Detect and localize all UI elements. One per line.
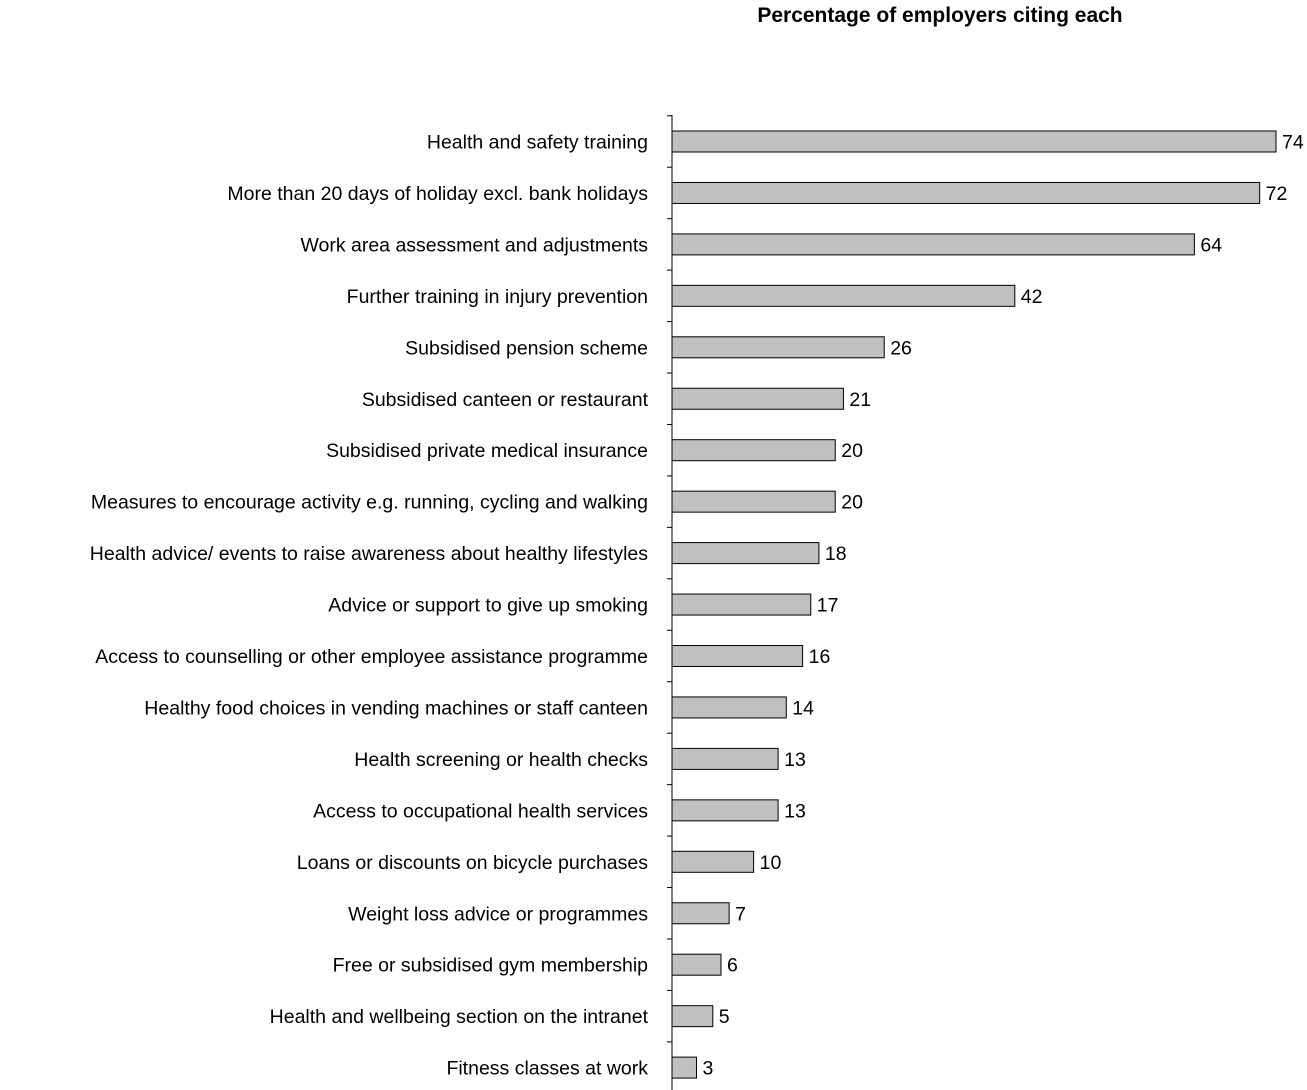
bar [671, 850, 755, 873]
category-label: Health advice/ events to raise awareness… [90, 543, 648, 565]
data-label: 5 [719, 1006, 730, 1028]
bar [671, 336, 885, 359]
bar [671, 542, 820, 565]
category-label: Weight loss advice or programmes [348, 903, 648, 925]
data-label: 21 [849, 389, 871, 411]
bar [671, 645, 804, 667]
data-label: 13 [784, 800, 806, 822]
data-label: 3 [702, 1058, 713, 1080]
category-label: Work area assessment and adjustments [300, 234, 648, 256]
data-label: 18 [825, 543, 847, 565]
bar [671, 387, 844, 410]
bar [671, 696, 787, 719]
data-label: 26 [890, 337, 912, 359]
bar [671, 130, 1277, 153]
bar [671, 799, 779, 822]
data-label: 17 [817, 595, 839, 617]
data-label: 42 [1021, 286, 1043, 308]
bar [671, 439, 836, 462]
bar [671, 1005, 714, 1028]
bar [671, 1056, 697, 1079]
data-label: 7 [735, 903, 746, 925]
category-label: Access to counselling or other employee … [95, 646, 648, 668]
bar [671, 593, 812, 616]
category-label: Fitness classes at work [446, 1058, 648, 1080]
data-label: 20 [841, 492, 863, 514]
data-label: 10 [760, 852, 782, 874]
bar [671, 953, 722, 976]
category-label: Healthy food choices in vending machines… [144, 697, 648, 719]
bar [671, 490, 836, 513]
data-label: 72 [1266, 183, 1288, 205]
category-label: Health screening or health checks [354, 749, 648, 771]
data-label: 6 [727, 955, 738, 977]
bar [671, 181, 1261, 204]
bar [671, 902, 730, 925]
category-label: Health and wellbeing section on the intr… [270, 1006, 649, 1028]
bar [671, 284, 1016, 307]
category-label: Health and safety training [427, 132, 648, 154]
chart-title: Percentage of employers citing each [757, 4, 1123, 27]
category-label: Subsidised canteen or restaurant [362, 389, 649, 411]
data-label: 64 [1200, 234, 1222, 256]
data-label: 14 [792, 697, 814, 719]
category-label: Subsidised private medical insurance [326, 440, 648, 462]
bar [671, 233, 1195, 256]
category-label: Advice or support to give up smoking [328, 595, 648, 617]
category-label: More than 20 days of holiday excl. bank … [227, 183, 648, 205]
data-label: 20 [841, 440, 863, 462]
category-label: Loans or discounts on bicycle purchases [297, 852, 648, 874]
data-label: 74 [1282, 132, 1304, 154]
category-label: Free or subsidised gym membership [333, 955, 649, 977]
category-label: Measures to encourage activity e.g. runn… [91, 492, 648, 514]
category-label: Subsidised pension scheme [405, 337, 648, 359]
bar [671, 747, 779, 770]
data-label: 16 [809, 646, 831, 668]
category-label: Access to occupational health services [313, 800, 648, 822]
category-label: Further training in injury prevention [347, 286, 648, 308]
data-label: 13 [784, 749, 806, 771]
